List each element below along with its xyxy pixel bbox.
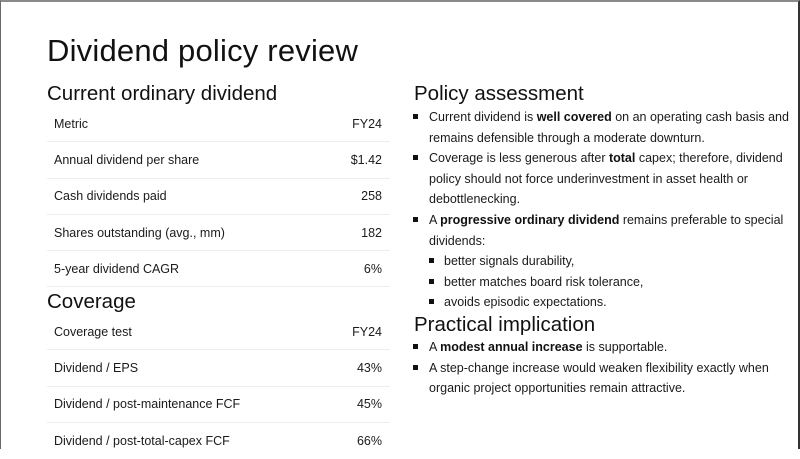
bullet-text-post: capex; therefore, dividend policy should… [429, 151, 783, 207]
sub-list-item: better signals durability, [411, 251, 791, 272]
row-label: 5-year dividend CAGR [54, 261, 180, 276]
square-bullet-icon [429, 299, 434, 305]
sub-list-item: better matches board risk tolerance, [411, 272, 791, 293]
column-header-metric: Metric [54, 116, 89, 131]
bullet-text-post: is supportable. [582, 340, 668, 354]
square-bullet-icon [413, 216, 418, 222]
bullet-text-bold: progressive ordinary dividend [440, 212, 620, 227]
bullet-text-post: remains preferable to special dividends: [429, 212, 784, 248]
bullet-text-pre: Current dividend is [429, 110, 537, 124]
row-value: 258 [361, 189, 382, 204]
table-row: Cash dividends paid 258 [47, 179, 390, 215]
row-label: Dividend / post-maintenance FCF [54, 397, 241, 412]
row-value: $1.42 [350, 152, 382, 167]
bullet-text-pre: Coverage is less generous after [429, 151, 609, 166]
table-row: Dividend / EPS 43% [47, 350, 390, 387]
table-row: 5-year dividend CAGR 6% [47, 251, 390, 288]
table-row: Shares outstanding (avg., mm) 182 [47, 215, 390, 252]
table-row: Dividend / post-total-capex FCF 66% [47, 423, 390, 459]
table-header-row: Coverage test FY24 [47, 314, 390, 351]
coverage-table: Coverage test FY24 Dividend / EPS 43% Di… [47, 314, 390, 459]
row-value: 6% [363, 261, 382, 276]
bullet-text-pre: A [429, 340, 441, 354]
list-item: A modest annual increase is supportable. [411, 337, 791, 358]
bullet-text-bold: modest annual increase [440, 340, 583, 354]
row-value: 182 [361, 225, 382, 240]
column-header-fy24: FY24 [352, 324, 382, 339]
row-value: 45% [356, 397, 382, 412]
sub-bullet-text: avoids episodic expectations. [444, 295, 607, 310]
square-bullet-icon [413, 364, 418, 370]
sub-list-item: avoids episodic expectations. [411, 292, 791, 313]
row-label: Cash dividends paid [54, 189, 167, 204]
bullet-text-bold: well covered [536, 110, 612, 124]
row-value: 66% [356, 434, 382, 449]
table-row: Dividend / post-maintenance FCF 45% [47, 387, 390, 423]
sub-bullet-text: better matches board risk tolerance, [444, 274, 644, 289]
row-label: Annual dividend per share [54, 152, 200, 167]
square-bullet-icon [413, 114, 418, 119]
row-label: Dividend / EPS [54, 360, 139, 375]
bullet-text-pre: A step-change increase would weaken flex… [429, 360, 769, 396]
list-item: A progressive ordinary dividend remains … [411, 210, 791, 251]
square-bullet-icon [413, 344, 418, 349]
column-header-fy24: FY24 [352, 116, 382, 131]
row-value: 43% [356, 360, 382, 375]
square-bullet-icon [429, 278, 434, 284]
bullet-text-post: on an operating cash basis and remains d… [429, 110, 789, 145]
policy-assessment-heading: Policy assessment [414, 82, 584, 105]
column-header-coverage-test: Coverage test [54, 324, 132, 339]
bullet-text-pre: A [429, 212, 441, 227]
bullet-text-bold: total [608, 151, 636, 166]
row-label: Dividend / post-total-capex FCF [54, 434, 230, 449]
table-header-row: Metric FY24 [47, 106, 390, 143]
policy-assessment-list: Current dividend is well covered on an o… [411, 107, 791, 313]
current-dividend-table: Metric FY24 Annual dividend per share $1… [47, 106, 390, 288]
practical-implication-list: A modest annual increase is supportable.… [411, 337, 791, 399]
list-item: Current dividend is well covered on an o… [411, 107, 791, 148]
sub-bullet-text: better signals durability, [444, 254, 575, 269]
table-row: Annual dividend per share $1.42 [47, 142, 390, 179]
square-bullet-icon [429, 258, 434, 264]
list-item: Coverage is less generous after total ca… [411, 148, 791, 210]
page-title: Dividend policy review [47, 33, 359, 68]
list-item: A step-change increase would weaken flex… [411, 358, 791, 399]
coverage-heading: Coverage [47, 290, 136, 313]
square-bullet-icon [413, 155, 418, 161]
current-dividend-heading: Current ordinary dividend [47, 82, 278, 105]
slide: Dividend policy review Current ordinary … [0, 0, 800, 449]
practical-implication-heading: Practical implication [414, 313, 596, 336]
row-label: Shares outstanding (avg., mm) [54, 225, 225, 240]
